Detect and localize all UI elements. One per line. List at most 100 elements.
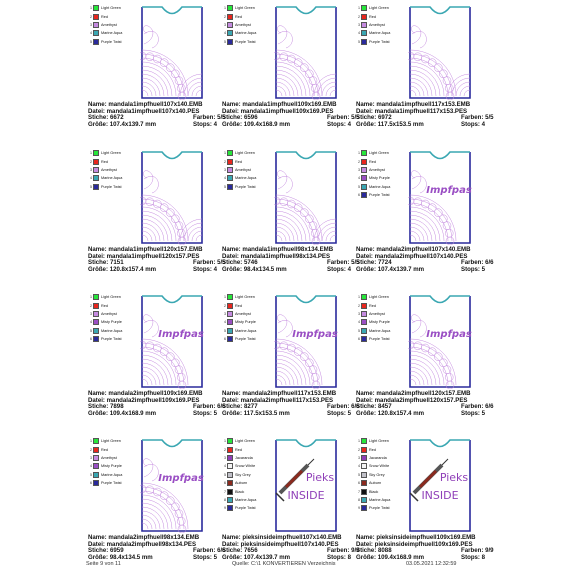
embroidery-preview: Impfpass <box>140 295 204 389</box>
color-swatch <box>361 438 367 445</box>
legend-row: 5 Sky Grey <box>356 471 436 479</box>
legend-row: 1 Light Green <box>222 437 302 445</box>
legend-row: 2 Red <box>88 12 168 20</box>
legend-number: 3 <box>90 22 92 27</box>
color-swatch <box>227 310 233 317</box>
legend-number: 2 <box>90 159 92 164</box>
legend-row: 3 Jacaranda <box>356 454 436 462</box>
legend-row: 3 Amethyst <box>222 21 302 29</box>
design-info: Name: mandala1impfhuell98x134.EMB Datei: … <box>222 246 397 273</box>
mandala-pattern <box>274 314 323 389</box>
legend-row: 5 Marine Aqua <box>88 327 168 335</box>
design-info: Name: mandala2impfhuell117x153.EMB Datei:… <box>222 390 397 417</box>
legend-number: 5 <box>224 328 226 333</box>
legend-color-name: Purple Twist <box>101 39 122 44</box>
color-swatch <box>227 319 233 326</box>
sleeve-cutout <box>276 6 336 15</box>
legend-number: 2 <box>358 159 360 164</box>
legend-color-name: Purple Twist <box>101 337 122 342</box>
legend-color-name: Amethyst <box>101 22 117 27</box>
color-swatch <box>361 327 367 334</box>
color-swatch <box>227 446 233 453</box>
info-name: Name: mandala2impfhuell98x134.EMB <box>88 534 200 541</box>
legend-color-name: Purple Twist <box>101 184 122 189</box>
info-file: Datei: mandala2impfhuell117x153.PES <box>222 396 334 404</box>
legend-color-name: Purple Twist <box>235 184 256 189</box>
legend-number: 1 <box>224 295 226 300</box>
legend-color-name: Amethyst <box>235 311 251 316</box>
mandala-pattern <box>408 25 471 100</box>
legend-row: 4 Misty Purple <box>88 318 168 326</box>
legend-color-name: Purple Twist <box>235 506 256 511</box>
sleeve-outline <box>275 296 337 388</box>
legend-row: 3 Amethyst <box>356 166 436 174</box>
legend-number: 6 <box>90 481 92 486</box>
legend-color-name: Red <box>235 447 242 452</box>
legend-number: 1 <box>90 151 92 156</box>
color-swatch <box>361 38 367 45</box>
color-swatch <box>361 5 367 12</box>
info-stitches: Stiche: 6972 Farben: 5/5 <box>356 114 494 121</box>
legend-color-name: Light Green <box>369 151 389 156</box>
mandala-pattern <box>140 170 203 245</box>
design-thumbnail: 1 Light Green 2 Red 3 Jacaranda 4 Snow White 5 Sk… <box>222 437 342 533</box>
design-card: 1 Light Green 2 Red 3 Amethyst 4 Marine Aqua 5 Pu… <box>222 4 397 132</box>
color-legend: 1 Light Green 2 Red 3 Amethyst 4 Marine Aqua 5 Pu… <box>222 149 302 191</box>
pieks-text: Pieks <box>306 471 335 484</box>
legend-number: 2 <box>358 14 360 19</box>
legend-row: 1 Light Green <box>222 4 302 12</box>
embroidery-preview <box>274 6 337 100</box>
legend-color-name: Amethyst <box>101 455 117 460</box>
design-info: Name: pieksinsideimpfhuell109x169.EMB Dat… <box>356 534 531 561</box>
color-swatch <box>361 30 367 37</box>
legend-number: 5 <box>90 472 92 477</box>
color-swatch <box>227 496 233 503</box>
legend-color-name: Light Green <box>369 6 389 11</box>
legend-number: 2 <box>224 303 226 308</box>
legend-row: 9 Purple Twist <box>222 504 302 512</box>
color-swatch <box>227 438 233 445</box>
color-swatch <box>361 150 367 157</box>
legend-row: 2 Red <box>222 445 302 453</box>
color-swatch <box>227 463 233 470</box>
legend-row: 3 Amethyst <box>88 454 168 462</box>
legend-row: 1 Light Green <box>356 4 436 12</box>
legend-number: 5 <box>90 328 92 333</box>
design-thumbnail: 1 Light Green 2 Red 3 Amethyst 4 Marine Aqua 5 Pu… <box>222 149 342 245</box>
legend-color-name: Red <box>369 159 376 164</box>
design-info: Name: mandala2impfhuell109x169.EMB Datei:… <box>88 390 263 417</box>
info-stitches: Stiche: 6672 Farben: 5/5 <box>88 114 226 121</box>
sleeve-cutout <box>276 151 336 160</box>
legend-color-name: Marine Aqua <box>101 176 123 181</box>
color-swatch <box>93 438 99 445</box>
color-swatch <box>93 5 99 12</box>
legend-color-name: Light Green <box>369 439 389 444</box>
legend-color-name: Amethyst <box>369 311 385 316</box>
color-swatch <box>361 302 367 309</box>
design-info: Name: mandala1impfhuell107x140.EMB Datei:… <box>88 101 263 128</box>
color-legend: 1 Light Green 2 Red 3 Jacaranda 4 Snow White 5 Sk… <box>222 437 302 513</box>
info-stitches: Stiche: 8277 Farben: 6/6 <box>222 403 360 410</box>
impfpass-text: Impfpass <box>158 473 204 484</box>
legend-color-name: Marine Aqua <box>235 328 257 333</box>
design-info: Name: mandala2impfhuell98x134.EMB Datei: … <box>88 534 263 561</box>
color-swatch <box>361 463 367 470</box>
legend-number: 5 <box>358 328 360 333</box>
impfpass-text: Impfpass <box>292 329 338 340</box>
sleeve-cutout <box>142 6 202 15</box>
legend-color-name: Amethyst <box>101 167 117 172</box>
legend-row: 1 Light Green <box>88 149 168 157</box>
legend-row: 5 Purple Twist <box>222 183 302 191</box>
info-file: Datei: mandala2impfhuell109x169.PES <box>88 396 200 404</box>
legend-color-name: Snow White <box>369 464 390 469</box>
design-thumbnail: 1 Light Green 2 Red 3 Jacaranda 4 Snow White 5 Sk… <box>356 437 476 533</box>
legend-number: 4 <box>358 176 360 181</box>
sleeve-cutout <box>276 295 336 304</box>
impfpass-text: Impfpass <box>426 185 472 196</box>
info-stitches: Stiche: 7656 Farben: 9/9 <box>222 547 360 554</box>
legend-color-name: Amethyst <box>369 167 385 172</box>
design-info: Name: mandala2impfhuell120x157.EMB Datei:… <box>356 390 531 417</box>
embroidery-preview: Impfpass <box>408 151 472 245</box>
info-name: Name: mandala1impfhuell98x134.EMB <box>222 246 334 253</box>
syringe-icon <box>409 458 449 502</box>
